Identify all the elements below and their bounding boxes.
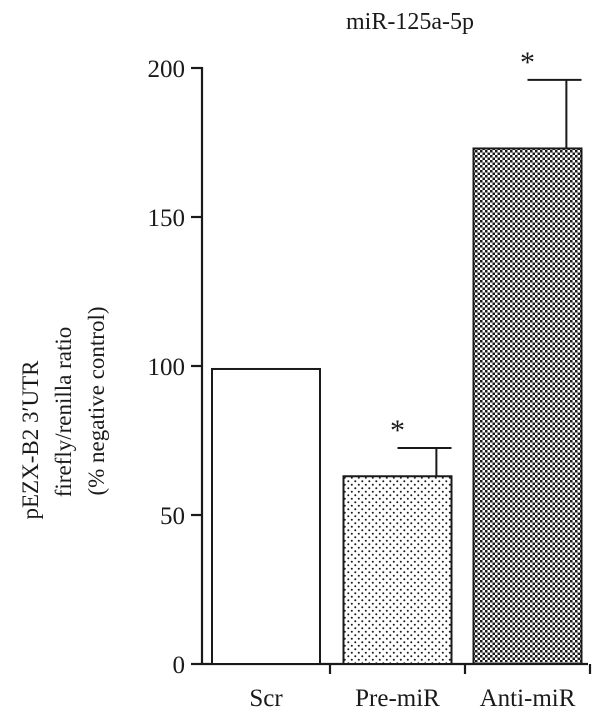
- bar-anti-mir: [472, 147, 583, 665]
- category-labels: Scr Pre-miR Anti-miR: [249, 685, 575, 712]
- y-tick-label: 0: [173, 652, 186, 679]
- error-bars: [397, 78, 582, 477]
- x-axis: [202, 662, 592, 674]
- bar-pre-mir: [342, 475, 453, 666]
- x-tick-label: Anti-miR: [480, 685, 576, 712]
- y-axis-title-line-2: firefly/renilla ratio: [51, 327, 76, 498]
- significance-star: *: [390, 414, 405, 447]
- significance-markers: **: [390, 46, 535, 447]
- bar-scr: [211, 367, 321, 665]
- y-tick-label: 200: [148, 56, 186, 83]
- significance-star: *: [520, 46, 535, 79]
- y-axis-title-line-1: pEZX-B2 3′UTR: [18, 360, 43, 520]
- x-tick-label: Scr: [249, 685, 283, 712]
- x-tick-label: Pre-miR: [355, 685, 440, 712]
- y-tick-label: 150: [148, 205, 186, 232]
- y-tick-label: 50: [160, 503, 185, 530]
- chart-title: miR-125a-5p: [346, 9, 474, 35]
- y-axis-title-line-3: (% negative control): [84, 306, 109, 495]
- y-tick-label: 100: [148, 354, 186, 381]
- bars: [211, 147, 583, 666]
- y-axis-title: pEZX-B2 3′UTR firefly/renilla ratio (% n…: [18, 306, 109, 519]
- y-axis: 0 50 100 150 200: [148, 56, 204, 679]
